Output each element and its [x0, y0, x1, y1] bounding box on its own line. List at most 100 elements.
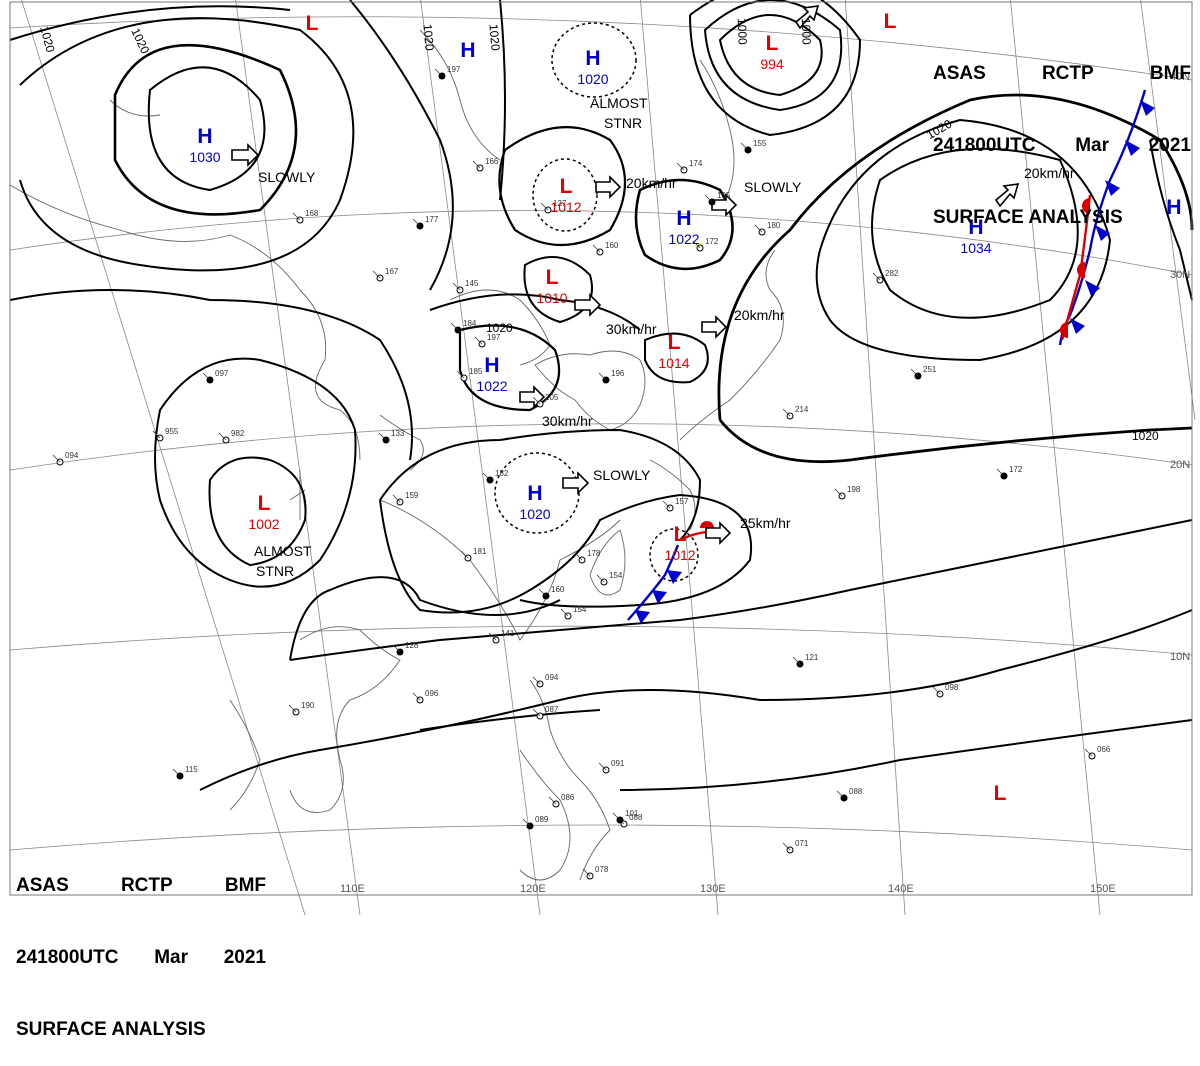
- station-plot: 094: [532, 673, 559, 688]
- station-pressure: 066: [1097, 745, 1111, 754]
- station-pressure: 154: [609, 571, 623, 580]
- wind-barb: [996, 468, 1005, 477]
- station-plot: 178: [574, 549, 601, 564]
- station-pressure: 089: [535, 815, 549, 824]
- high-pressure-label: H: [460, 39, 475, 62]
- station-pressure: 071: [795, 839, 809, 848]
- header-code: BMF: [1149, 63, 1191, 84]
- wind-barb: [662, 500, 671, 509]
- wind-barb: [372, 270, 381, 279]
- wind-barb: [932, 686, 941, 695]
- pressure-value: 1020: [519, 506, 550, 522]
- lon-label: 110E: [340, 883, 365, 895]
- header-station: RCTP: [120, 875, 173, 896]
- station-pressure: 121: [805, 653, 819, 662]
- station-pressure: 097: [215, 369, 229, 378]
- station-pressure: 167: [385, 267, 399, 276]
- wind-barb: [596, 574, 605, 583]
- station-plot: 091: [598, 759, 625, 774]
- station-plot: 168: [292, 209, 319, 224]
- header-top-right: ASAS RCTP BMF 241800UTC Mar 2021 SURFACE…: [933, 14, 1191, 254]
- isobar-label: 1000: [799, 18, 814, 45]
- station-plot: 282: [872, 269, 899, 284]
- wind-barb: [450, 322, 459, 331]
- wind-barb: [474, 336, 483, 345]
- station-pressure: 197: [487, 333, 501, 342]
- station-pressure: 190: [301, 701, 315, 710]
- arrow-h1030: [231, 143, 260, 167]
- lon-label: 150E: [1090, 883, 1116, 895]
- pressure-value: 1012: [664, 547, 695, 563]
- station-plot: 184: [450, 319, 477, 334]
- isobars: [9, 0, 1194, 791]
- station-pressure: 157: [675, 497, 689, 506]
- station-pressure: 154: [573, 605, 587, 614]
- station-plot: 982: [218, 429, 245, 444]
- front-barbs: [635, 100, 1155, 624]
- wind-barb: [548, 796, 557, 805]
- pressure-value: 1002: [248, 516, 279, 532]
- high-pressure-label: H: [585, 47, 600, 70]
- station-pressure: 115: [185, 765, 198, 774]
- arrow-l1012s: [705, 521, 732, 545]
- lon-label: 130E: [700, 883, 726, 895]
- header-agency: ASAS: [933, 63, 986, 84]
- map-frame: [9, 1, 1193, 896]
- wind-barb: [472, 160, 481, 169]
- low-pressure-label: L: [766, 32, 779, 55]
- wind-barb: [1084, 748, 1093, 757]
- movement-20kmh-3: 20km/hr: [734, 307, 785, 323]
- station-pressure: 184: [463, 319, 477, 328]
- pressure-value: 1034: [960, 240, 991, 256]
- pressure-value: 1022: [668, 231, 699, 247]
- high-pressure-label: H: [1166, 196, 1181, 219]
- station-plot: 145: [452, 279, 479, 294]
- station-pressure: 145: [465, 279, 479, 288]
- station-pressure: 078: [595, 865, 609, 874]
- wind-barb: [202, 372, 211, 381]
- low-pressure-label: L: [306, 12, 319, 35]
- wind-barb: [412, 218, 421, 227]
- station-pressure: 096: [425, 689, 439, 698]
- wind-barb: [482, 472, 491, 481]
- wind-barb: [172, 768, 181, 777]
- station-plot: 159: [392, 491, 419, 506]
- station-plot: 128: [392, 641, 419, 656]
- station-plot: 196: [598, 369, 625, 384]
- station-plot: 154: [596, 571, 623, 586]
- movement-arrows: [231, 5, 1020, 545]
- station-pressure: 101: [625, 809, 639, 818]
- station-plot: 157: [662, 497, 689, 512]
- station-plot: 198: [834, 485, 861, 500]
- station-pressure: 128: [405, 641, 419, 650]
- station-plot: 214: [782, 405, 809, 420]
- station-plot: 096: [412, 689, 439, 704]
- station-plot: 155: [740, 139, 767, 154]
- station-pressure: 177: [425, 215, 439, 224]
- isobar-label: 1020: [486, 321, 513, 335]
- wind-barb: [692, 240, 701, 249]
- arrow-l1010: [574, 293, 602, 317]
- station-pressure: 181: [473, 547, 487, 556]
- station-pressure: 141: [501, 629, 515, 638]
- wind-barb: [582, 868, 591, 877]
- wind-barb: [488, 632, 497, 641]
- wind-barb: [522, 818, 531, 827]
- station-plot: 195: [704, 191, 731, 206]
- arrow-l994: [794, 5, 820, 30]
- wind-barb: [560, 608, 569, 617]
- low-pressure-label: L: [674, 523, 687, 546]
- station-pressure: 094: [545, 673, 559, 682]
- header-title: SURFACE ANALYSIS: [933, 207, 1123, 228]
- station-plot: 197: [474, 333, 501, 348]
- station-pressure: 160: [605, 241, 619, 250]
- low-pressure-label: L: [258, 492, 271, 515]
- station-pressure: 091: [611, 759, 625, 768]
- pressure-value: 1014: [658, 355, 689, 371]
- arrow-h1034: [994, 183, 1020, 208]
- lat-label: 40N: [1170, 71, 1190, 83]
- header-row-2: 241800UTC Mar 2021: [933, 134, 1191, 158]
- station-plot: 127: [540, 199, 567, 214]
- station-pressure: 195: [717, 191, 731, 200]
- wind-barb: [792, 656, 801, 665]
